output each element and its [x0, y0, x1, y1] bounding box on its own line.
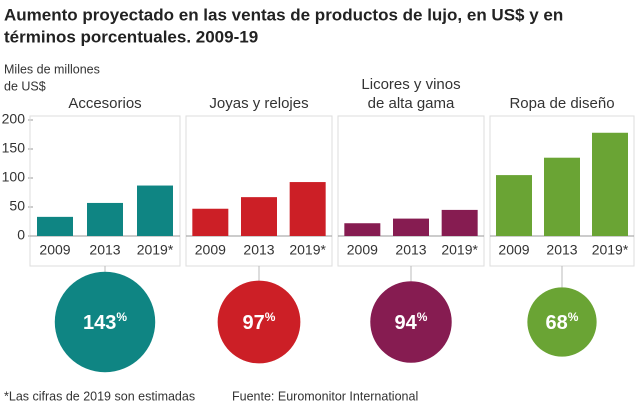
footnote: *Las cifras de 2019 son estimadas [4, 389, 195, 403]
panel-title: Licores y vinos [361, 76, 460, 93]
bar [544, 157, 580, 236]
chart-title: términos porcentuales. 2009-19 [4, 27, 258, 46]
bar [496, 175, 532, 236]
growth-value: 97 [243, 312, 265, 334]
y-tick-label: 200 [2, 111, 26, 127]
panel-title: Ropa de diseño [509, 95, 614, 112]
x-tick-label: 2013 [546, 242, 577, 258]
x-tick-label: 2009 [498, 242, 529, 258]
growth-value: 94 [395, 312, 418, 334]
growth-circle [217, 280, 301, 364]
x-tick-label: 2013 [395, 242, 426, 258]
growth-label: 97% [243, 310, 276, 334]
growth-label: 143% [83, 310, 127, 334]
y-tick-label: 0 [17, 227, 25, 243]
x-tick-label: 2013 [89, 242, 120, 258]
panel-title: de alta gama [368, 95, 455, 112]
growth-circle [54, 271, 156, 373]
x-tick-label: 2019* [592, 242, 629, 258]
bar [137, 185, 173, 236]
growth-unit: % [265, 310, 276, 324]
y-tick-label: 100 [2, 169, 26, 185]
bar [37, 216, 73, 236]
panel-title: Accesorios [68, 95, 141, 112]
bar [87, 202, 123, 236]
source: Fuente: Euromonitor International [232, 389, 418, 403]
growth-label: 94% [395, 310, 428, 334]
growth-circle [527, 287, 597, 357]
y-axis-label: Miles de millones [4, 62, 100, 76]
x-tick-label: 2009 [347, 242, 378, 258]
growth-label: 68% [546, 310, 579, 334]
bar [289, 182, 326, 236]
growth-value: 143 [83, 312, 116, 334]
growth-value: 68 [546, 312, 568, 334]
chart-title: Aumento proyectado en las ventas de prod… [4, 5, 563, 24]
x-tick-label: 2019* [441, 242, 478, 258]
growth-unit: % [568, 310, 579, 324]
panel-title: Joyas y relojes [209, 95, 308, 112]
x-tick-label: 2013 [243, 242, 274, 258]
y-axis-label: de US$ [4, 79, 46, 93]
bar [192, 208, 229, 236]
growth-unit: % [116, 310, 127, 324]
growth-unit: % [417, 310, 428, 324]
growth-circle [370, 281, 452, 363]
bar [393, 218, 429, 236]
x-tick-label: 2009 [39, 242, 70, 258]
bar [344, 223, 381, 236]
bar [241, 197, 277, 236]
bar [592, 132, 628, 236]
bar [441, 209, 478, 236]
y-tick-label: 50 [9, 198, 25, 214]
x-tick-label: 2019* [137, 242, 174, 258]
x-tick-label: 2009 [195, 242, 226, 258]
y-tick-label: 150 [2, 140, 26, 156]
x-tick-label: 2019* [289, 242, 326, 258]
